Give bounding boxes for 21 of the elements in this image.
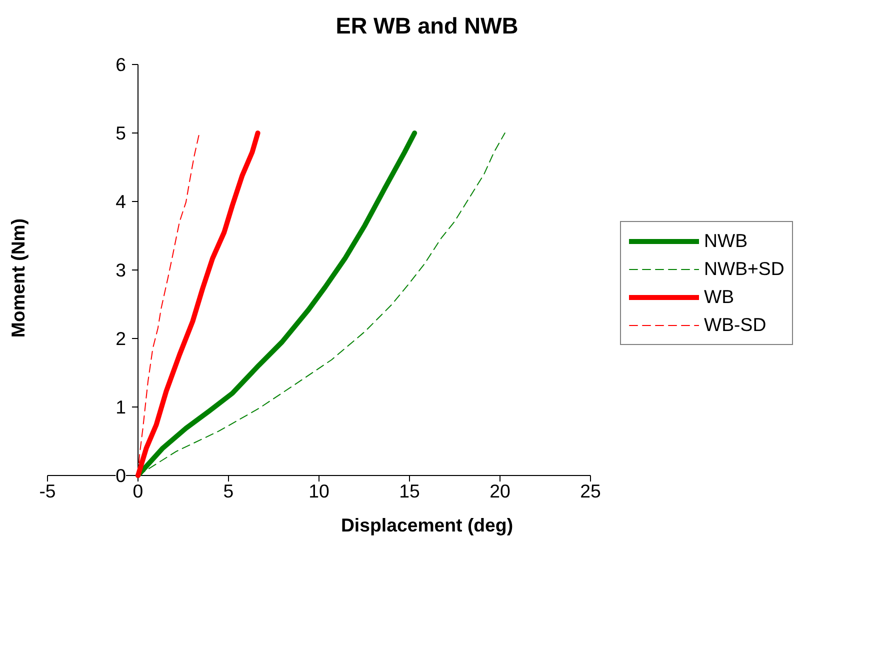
y-axis-title: Moment (Nm) [8, 218, 28, 338]
legend-label: NWB [704, 230, 748, 252]
chart-title: ER WB and NWB [336, 12, 518, 38]
x-tick-label: 25 [580, 480, 601, 502]
x-tick-label: -5 [39, 480, 56, 502]
x-tick-label: 5 [223, 480, 234, 502]
y-tick-label: 3 [116, 260, 126, 280]
x-tick-label: 15 [399, 480, 420, 502]
x-axis-title: Displacement (deg) [340, 514, 514, 536]
x-tick-label: 10 [308, 480, 330, 502]
y-tick-label: 5 [116, 122, 126, 144]
legend-label: WB [704, 286, 734, 308]
legend-label: NWB+SD [704, 258, 784, 280]
y-tick-label: 0 [116, 465, 126, 486]
y-tick-label: 4 [116, 191, 126, 212]
x-tick-label: 0 [132, 480, 144, 502]
x-tick-label: 20 [490, 480, 510, 502]
y-tick-label: 6 [116, 54, 126, 75]
y-tick-label: 1 [116, 396, 126, 418]
legend-label: WB-SD [704, 314, 766, 336]
y-tick-label: 2 [116, 328, 126, 349]
